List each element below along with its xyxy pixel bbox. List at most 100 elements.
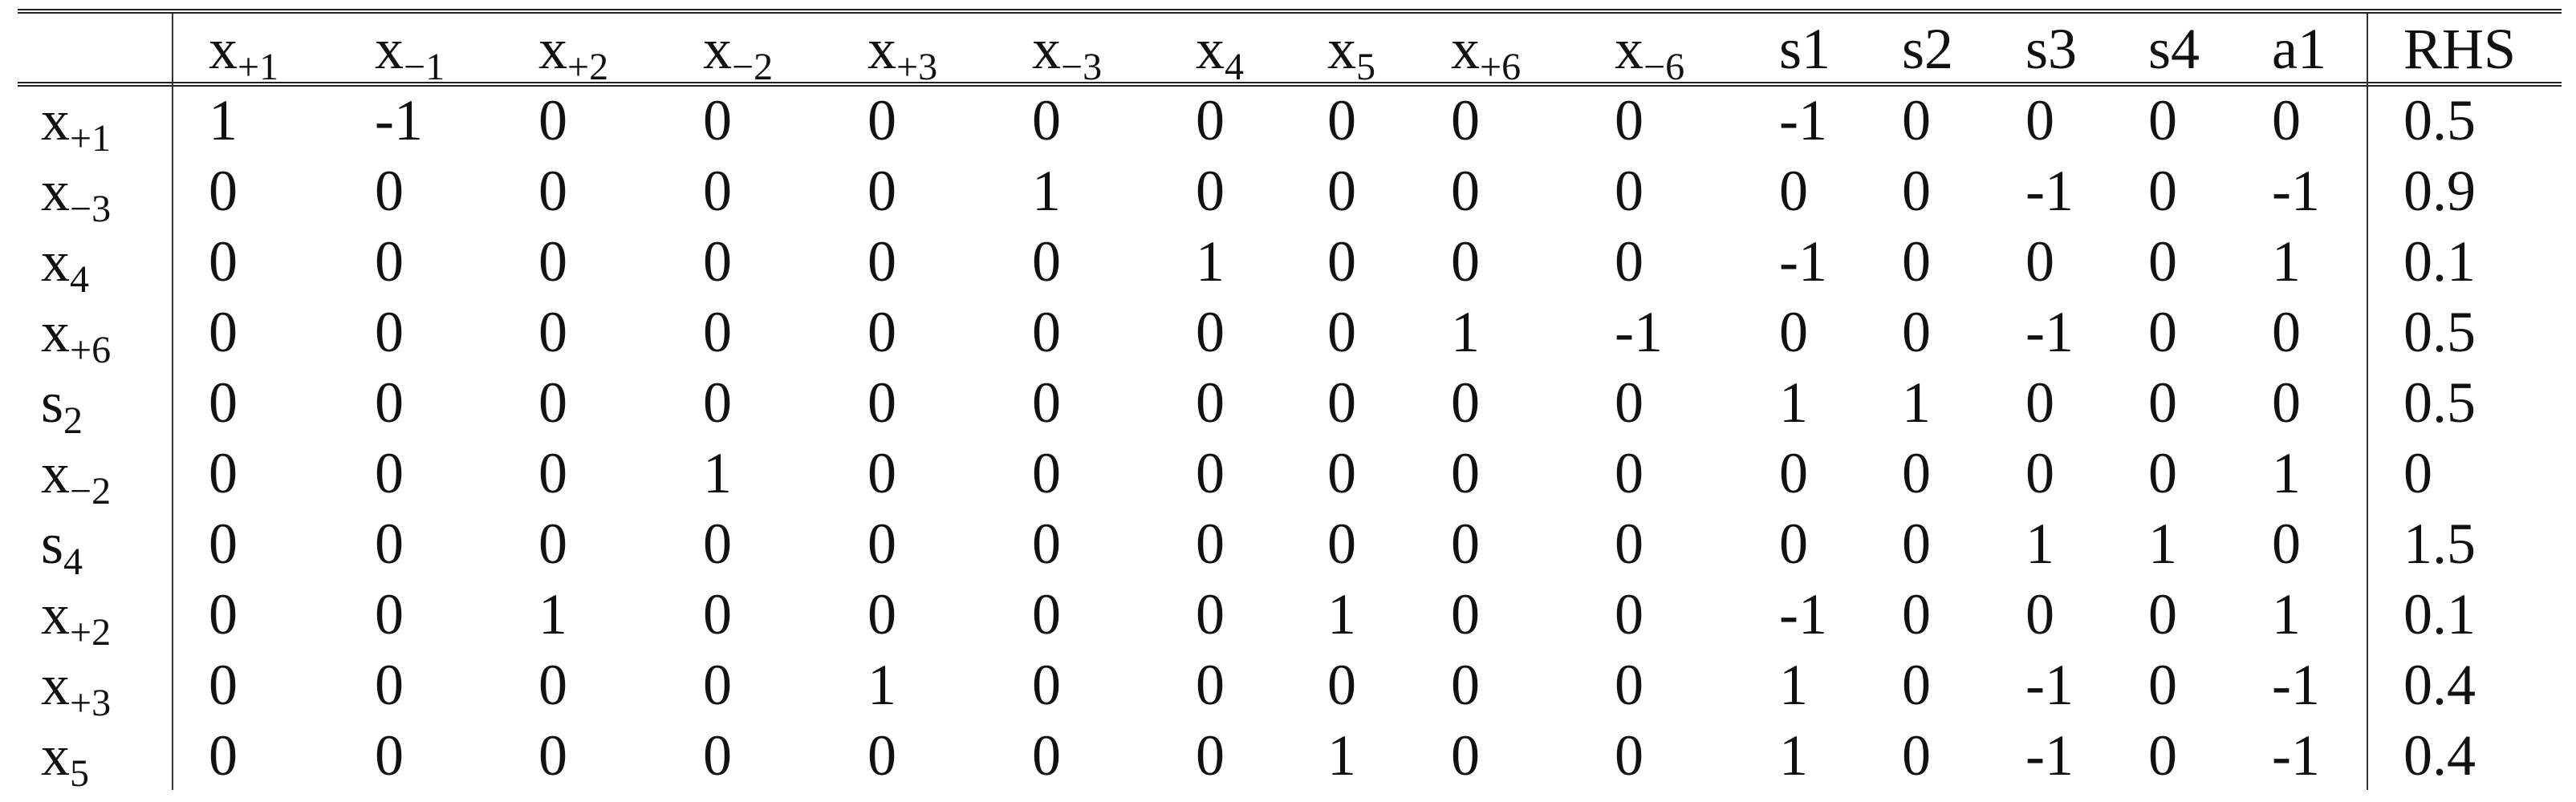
coefficient-cell: 0 bbox=[1451, 441, 1480, 505]
row-label-base: x bbox=[41, 723, 70, 788]
coefficient-cell: 0 bbox=[209, 441, 238, 505]
coefficient-cell: 0 bbox=[1902, 229, 1931, 294]
top-rule-inner bbox=[18, 12, 2562, 14]
stub-divider bbox=[172, 14, 173, 790]
coefficient-cell: 0 bbox=[375, 300, 404, 364]
coefficient-cell: 0 bbox=[2025, 441, 2054, 505]
column-header-base: x bbox=[375, 17, 404, 81]
coefficient-cell: 0 bbox=[703, 300, 732, 364]
coefficient-cell: 0 bbox=[209, 229, 238, 294]
row-label-subscript: +1 bbox=[70, 117, 112, 160]
column-header: x−6 bbox=[1615, 14, 1779, 87]
coefficient-cell: 1 bbox=[2272, 229, 2301, 294]
rhs-cell: 0.4 bbox=[2403, 723, 2476, 788]
coefficient-cell: 0 bbox=[1032, 441, 1061, 505]
coefficient-cell: 0 bbox=[2025, 88, 2054, 152]
column-header-subscript: 5 bbox=[1356, 46, 1375, 88]
coefficient-cell: -1 bbox=[2272, 723, 2320, 788]
coefficient-cell: 0 bbox=[538, 300, 567, 364]
coefficient-cell: 0 bbox=[1451, 723, 1480, 788]
coefficient-cell: 0 bbox=[1196, 300, 1225, 364]
row-label-base: x bbox=[41, 653, 70, 717]
coefficient-cell: 0 bbox=[209, 159, 238, 223]
coefficient-cell: 0 bbox=[1902, 582, 1931, 646]
top-rule bbox=[18, 9, 2562, 10]
column-header-base: x bbox=[1451, 17, 1480, 81]
coefficient-cell: -1 bbox=[2025, 159, 2074, 223]
column-header-base: RHS bbox=[2403, 17, 2517, 81]
coefficient-cell: 0 bbox=[1779, 159, 1808, 223]
coefficient-cell: 0 bbox=[2148, 723, 2177, 788]
coefficient-cell: 0 bbox=[375, 582, 404, 646]
coefficient-cell: -1 bbox=[2025, 300, 2074, 364]
coefficient-cell: 0 bbox=[1615, 582, 1644, 646]
column-header-base: x bbox=[209, 17, 238, 81]
row-label-base: x bbox=[41, 300, 70, 364]
coefficient-cell: 0 bbox=[867, 582, 896, 646]
coefficient-cell: 0 bbox=[538, 441, 567, 505]
coefficient-cell: 0 bbox=[867, 229, 896, 294]
column-header: x−1 bbox=[375, 14, 538, 87]
coefficient-cell: 0 bbox=[538, 512, 567, 576]
coefficient-cell: 0 bbox=[209, 582, 238, 646]
coefficient-cell: 0 bbox=[1615, 371, 1644, 435]
coefficient-cell: 0 bbox=[1451, 582, 1480, 646]
row-label: x−2 bbox=[0, 438, 173, 511]
coefficient-cell: 0 bbox=[867, 300, 896, 364]
coefficient-cell: 0 bbox=[1032, 88, 1061, 152]
coefficient-cell: 0 bbox=[2025, 371, 2054, 435]
column-header-subscript: +1 bbox=[238, 46, 279, 88]
coefficient-cell: 0 bbox=[1615, 88, 1644, 152]
column-header: s3 bbox=[2025, 14, 2148, 83]
coefficient-cell: 0 bbox=[1327, 159, 1356, 223]
coefficient-cell: 0 bbox=[1327, 512, 1356, 576]
coefficient-cell: 0 bbox=[1032, 300, 1061, 364]
coefficient-cell: 0 bbox=[1032, 512, 1061, 576]
coefficient-cell: 0 bbox=[703, 159, 732, 223]
column-header: s4 bbox=[2148, 14, 2272, 83]
column-header: x−3 bbox=[1032, 14, 1196, 87]
column-header-base: s3 bbox=[2025, 17, 2078, 81]
column-header: x4 bbox=[1196, 14, 1327, 87]
coefficient-cell: -1 bbox=[2025, 723, 2074, 788]
coefficient-cell: 0 bbox=[1032, 723, 1061, 788]
coefficient-cell: 0 bbox=[1779, 300, 1808, 364]
column-header-base: s4 bbox=[2148, 17, 2200, 81]
row-label: x+6 bbox=[0, 297, 173, 370]
coefficient-cell: 1 bbox=[1902, 371, 1931, 435]
coefficient-cell: 0 bbox=[703, 723, 732, 788]
coefficient-cell: 1 bbox=[209, 88, 238, 152]
coefficient-cell: 0 bbox=[703, 229, 732, 294]
column-header-subscript: −2 bbox=[732, 46, 774, 88]
row-label-subscript: +6 bbox=[70, 329, 112, 371]
rhs-cell: 0.1 bbox=[2403, 582, 2476, 646]
row-label-subscript: +2 bbox=[70, 611, 112, 654]
rhs-cell: 0 bbox=[2403, 441, 2432, 505]
coefficient-cell: 1 bbox=[1451, 300, 1480, 364]
coefficient-cell: 1 bbox=[538, 582, 567, 646]
rhs-cell: 0.5 bbox=[2403, 88, 2476, 152]
coefficient-cell: 0 bbox=[1902, 300, 1931, 364]
coefficient-cell: 0 bbox=[1615, 512, 1644, 576]
coefficient-cell: 0 bbox=[2025, 582, 2054, 646]
coefficient-cell: 0 bbox=[2025, 229, 2054, 294]
coefficient-cell: 0 bbox=[2148, 653, 2177, 717]
corner-cell bbox=[0, 14, 173, 83]
coefficient-cell: 0 bbox=[1327, 300, 1356, 364]
column-header-subscript: −3 bbox=[1061, 46, 1103, 88]
coefficient-cell: 0 bbox=[1196, 371, 1225, 435]
coefficient-cell: 1 bbox=[703, 441, 732, 505]
coefficient-cell: 0 bbox=[1902, 512, 1931, 576]
column-header-base: x bbox=[1032, 17, 1061, 81]
coefficient-cell: 0 bbox=[1327, 229, 1356, 294]
coefficient-cell: 0 bbox=[1902, 441, 1931, 505]
coefficient-cell: 0 bbox=[209, 300, 238, 364]
column-header-base: x bbox=[1327, 17, 1356, 81]
coefficient-cell: -1 bbox=[2272, 653, 2320, 717]
coefficient-cell: 0 bbox=[1451, 653, 1480, 717]
coefficient-cell: 0 bbox=[1032, 229, 1061, 294]
coefficient-cell: 0 bbox=[867, 512, 896, 576]
column-header-base: s2 bbox=[1902, 17, 1954, 81]
coefficient-cell: 0 bbox=[703, 371, 732, 435]
row-label-base: x bbox=[41, 229, 70, 294]
